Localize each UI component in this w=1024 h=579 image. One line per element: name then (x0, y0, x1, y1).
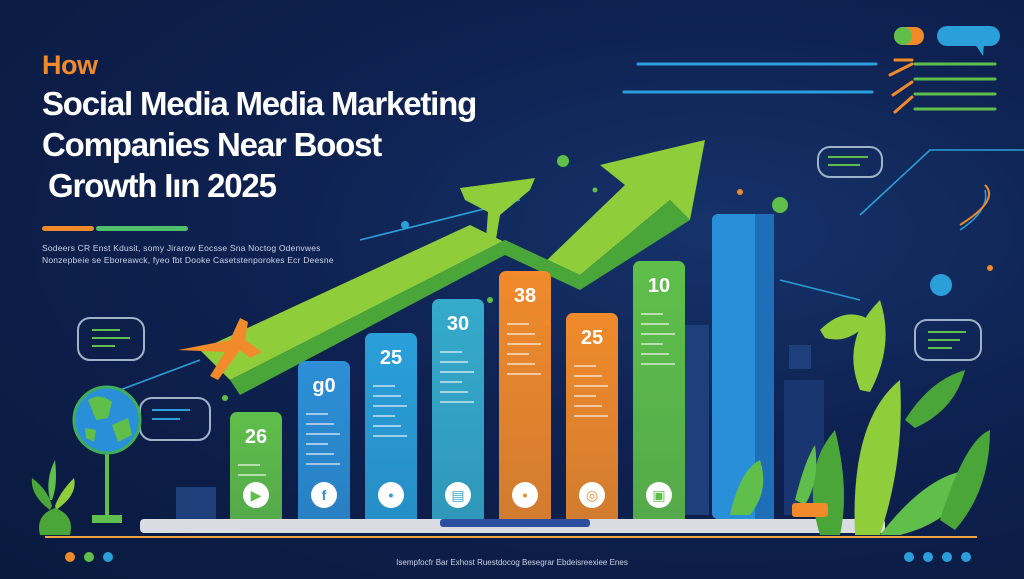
bar-detail-line (641, 363, 675, 365)
bar-detail-line (373, 425, 401, 427)
pill-green (894, 27, 912, 45)
bar-detail-line (440, 381, 462, 383)
airplane-green (460, 178, 535, 245)
bar-5 (499, 271, 551, 519)
bar-detail-line (373, 435, 407, 437)
growth-arrow (200, 140, 705, 380)
bar-7 (633, 261, 685, 519)
bar-value-2: g0 (312, 375, 336, 397)
chat-icon: ▤ (445, 482, 471, 508)
bar-detail-line (238, 474, 266, 476)
bar-value-3: 25 (379, 347, 403, 369)
airplane-orange (178, 318, 262, 380)
bar-value-6: 25 (580, 327, 604, 349)
bar-detail-line (641, 333, 675, 335)
bar-detail-line (507, 333, 535, 335)
footer-text: Isempfocfr Bar Exhost Ruestdocog Besegra… (396, 558, 628, 567)
facebook-icon: f (311, 482, 337, 508)
bar-detail-line (507, 323, 529, 325)
bar-detail-line (440, 401, 474, 403)
bar-detail-line (373, 385, 395, 387)
bar-detail-line (306, 433, 340, 435)
instagram-icon: ◎ (579, 482, 605, 508)
bar-detail-line (440, 351, 462, 353)
pill-blue (937, 26, 1000, 46)
bar-detail-line (574, 395, 596, 397)
bar-detail-line (306, 453, 334, 455)
bar-detail-line (507, 353, 529, 355)
bar-detail-line (440, 371, 474, 373)
bar-detail-line (574, 375, 602, 377)
bar-detail-line (574, 415, 608, 417)
title-how: How (42, 50, 98, 80)
message-icon: ▣ (646, 482, 672, 508)
bar-detail-line (440, 391, 468, 393)
bar-detail-line (306, 413, 328, 415)
bar-value-4: 30 (446, 313, 470, 335)
title-underline-orange (42, 226, 94, 231)
bar-detail-line (574, 405, 602, 407)
subtitle-line-2: Nonzepbeie se Eboreawck, fyeo fbt Dooke … (42, 255, 334, 265)
bar-detail-line (440, 361, 468, 363)
decor-lines (622, 58, 997, 114)
title-line-2: Companies Near Boost (42, 126, 382, 163)
bar-detail-line (507, 363, 535, 365)
bar-detail-line (373, 405, 407, 407)
bar-detail-line (507, 373, 541, 375)
bar-value-5: 38 (513, 285, 537, 307)
play-icon: ▶ (243, 482, 269, 508)
bar-detail-line (306, 443, 328, 445)
bar-detail-line (641, 343, 663, 345)
bar-detail-line (373, 395, 401, 397)
bar-value-7: 10 (647, 275, 671, 297)
bar-value-1: 26 (244, 426, 268, 448)
bar-detail-line (574, 385, 608, 387)
bar-detail-line (574, 365, 596, 367)
bar-detail-line (641, 353, 669, 355)
twitter-icon: • (378, 482, 404, 508)
bar-detail-line (373, 415, 395, 417)
title-line-1: Social Media Media Marketing (42, 85, 477, 122)
title-underline-green (96, 226, 188, 231)
bar-detail-line (238, 464, 260, 466)
bar-detail-line (641, 323, 669, 325)
bar-detail-line (306, 423, 334, 425)
title-line-3: Growth Iın 2025 (48, 167, 277, 204)
bar-detail-line (306, 463, 340, 465)
bar-detail-line (507, 343, 541, 345)
subtitle-line-1: Sodeers CR Enst Kdusit, somy Jirarow Eoc… (42, 243, 321, 253)
bar-detail-line (641, 313, 663, 315)
twitter-icon: • (512, 482, 538, 508)
